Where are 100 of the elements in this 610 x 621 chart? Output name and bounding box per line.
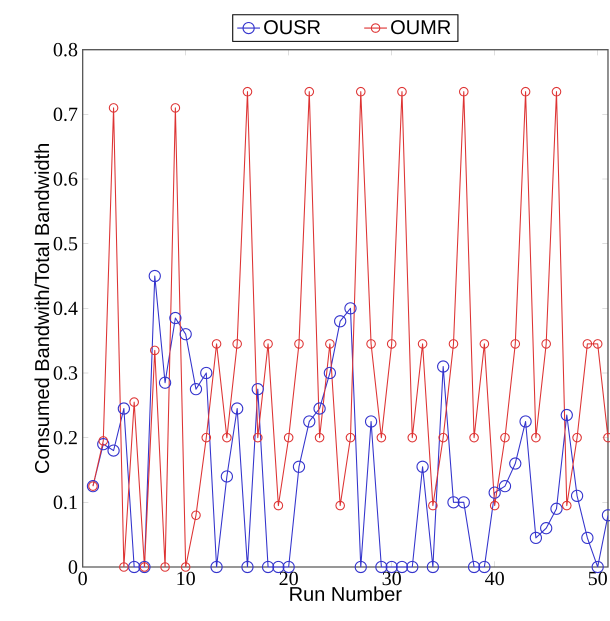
point	[426, 560, 440, 574]
point	[169, 312, 182, 324]
point	[490, 500, 500, 510]
point	[180, 562, 190, 572]
point	[272, 560, 285, 574]
point	[325, 339, 335, 349]
point	[510, 339, 520, 349]
point	[107, 444, 120, 457]
point	[191, 510, 201, 520]
point	[200, 366, 212, 380]
point	[407, 432, 418, 442]
point	[334, 315, 346, 328]
y-tick-label: 0.7	[54, 108, 78, 122]
point	[540, 522, 552, 534]
point	[148, 270, 161, 282]
point	[581, 532, 594, 544]
point	[438, 432, 448, 442]
point	[396, 560, 408, 574]
point	[437, 360, 450, 373]
point	[222, 432, 232, 442]
point	[284, 432, 294, 442]
point	[150, 346, 160, 356]
point	[418, 339, 428, 349]
point	[212, 339, 222, 349]
point	[118, 402, 130, 415]
point	[220, 470, 234, 483]
point	[241, 560, 254, 574]
point	[324, 366, 336, 380]
y-axis-title: Consumed Bandwith/Total Bandwidth	[34, 144, 50, 473]
point	[274, 500, 284, 510]
point	[292, 460, 306, 473]
point	[346, 432, 356, 442]
point	[364, 415, 378, 428]
point	[480, 339, 490, 349]
point	[562, 500, 572, 510]
point	[416, 460, 429, 473]
point	[190, 383, 202, 396]
x-tick-label: 50	[588, 572, 607, 586]
point	[386, 339, 396, 349]
point	[263, 339, 273, 349]
point	[458, 86, 469, 97]
y-tick-label: 0.1	[54, 496, 77, 510]
point	[242, 86, 252, 97]
y-tick-label: 0.5	[54, 236, 78, 250]
point	[478, 560, 491, 574]
point	[552, 86, 562, 97]
point	[201, 432, 212, 442]
point	[158, 376, 172, 389]
point	[428, 500, 438, 510]
x-tick-label: 30	[382, 572, 401, 586]
point	[303, 415, 316, 428]
point	[97, 438, 110, 450]
point	[231, 402, 244, 415]
point	[500, 432, 510, 442]
point	[541, 339, 551, 349]
y-tick-label: 0.4	[54, 302, 78, 316]
point	[498, 480, 512, 492]
point	[447, 496, 460, 508]
point	[335, 500, 345, 510]
y-tick-label: 0.6	[54, 172, 78, 186]
point	[448, 339, 458, 349]
point	[582, 339, 592, 349]
x-tick-label: 0	[78, 572, 87, 586]
x-tick-label: 10	[177, 572, 195, 586]
y-tick-label: 0	[68, 560, 78, 574]
point	[128, 560, 140, 574]
point	[519, 415, 532, 428]
point	[160, 562, 170, 572]
point	[354, 560, 367, 574]
point	[376, 432, 386, 442]
point	[560, 408, 573, 422]
point	[592, 339, 602, 349]
point	[304, 86, 314, 97]
point	[119, 562, 129, 572]
legend-label: OUSR	[264, 20, 320, 34]
x-tick-label: 40	[485, 572, 504, 586]
point	[129, 397, 139, 407]
point	[531, 432, 541, 442]
point	[572, 432, 582, 442]
point	[314, 432, 324, 442]
point	[313, 402, 326, 415]
point	[344, 302, 357, 314]
point	[232, 339, 242, 349]
point	[458, 496, 470, 508]
point	[550, 502, 563, 515]
point	[468, 560, 480, 574]
point	[570, 490, 584, 502]
point	[509, 457, 522, 470]
point	[262, 560, 274, 574]
y-tick-label: 0.3	[54, 366, 78, 380]
point	[397, 86, 407, 97]
point	[252, 432, 263, 442]
point	[170, 103, 180, 113]
point	[180, 328, 192, 340]
point	[252, 383, 264, 396]
point	[520, 86, 530, 97]
point	[406, 560, 418, 574]
point	[294, 339, 304, 349]
point	[469, 432, 479, 442]
point	[108, 103, 118, 113]
